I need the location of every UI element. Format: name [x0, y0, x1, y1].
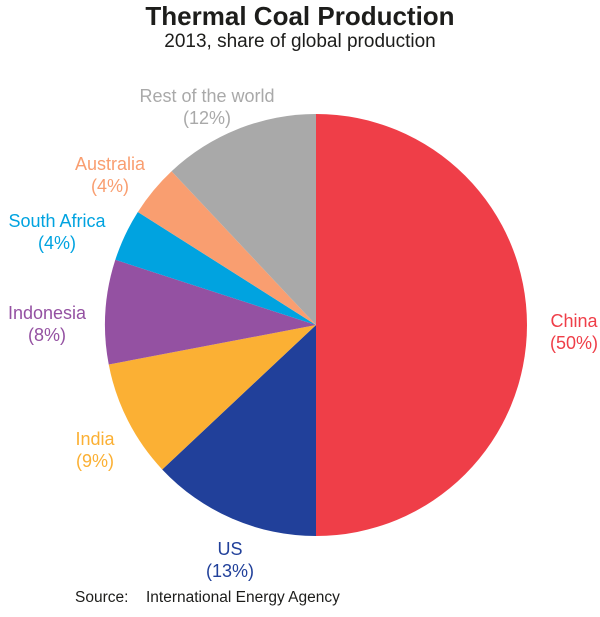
slice-label-percent: (8%)	[27, 325, 67, 345]
pie-slice-us	[162, 325, 316, 536]
slice-label-percent: (50%)	[549, 333, 599, 353]
slice-label-name: China	[550, 311, 598, 331]
pie-slice-indonesia	[105, 259, 317, 365]
pie-slice-rest-of-the-world	[171, 114, 316, 325]
slice-label-name: India	[75, 429, 115, 449]
pie-slice-china	[316, 114, 527, 536]
slice-label-percent: (4%)	[37, 233, 76, 253]
slice-label-name: Australia	[74, 154, 146, 174]
slice-label-percent: (13%)	[205, 561, 255, 581]
source-label: Source:	[75, 589, 129, 606]
pie-slice-south-africa	[115, 211, 316, 325]
slice-label-australia: Australia (4%)	[75, 153, 145, 197]
slice-label-rest-of-the-world: Rest of the world (12%)	[139, 85, 274, 129]
chart-subtitle: 2013, share of global production	[164, 31, 436, 52]
slice-label-china: China (50%)	[550, 310, 598, 354]
slice-label-south-africa: South Africa (4%)	[8, 210, 105, 254]
slice-label-name: Rest of the world	[139, 86, 275, 106]
pie-slice-india	[108, 325, 317, 470]
slice-label-india: India (9%)	[75, 428, 114, 472]
source-line: Source: International Energy Agency	[75, 589, 340, 607]
chart-title: Thermal Coal Production	[145, 1, 455, 31]
slice-label-percent: (12%)	[182, 108, 231, 128]
slice-label-percent: (4%)	[90, 176, 129, 196]
slice-label-us: US (13%)	[206, 538, 254, 582]
slice-label-percent: (9%)	[75, 451, 115, 471]
slice-label-name: Indonesia	[7, 303, 87, 323]
pie-slice-australia	[137, 171, 316, 325]
slice-label-name: South Africa	[8, 211, 106, 231]
source-text: International Energy Agency	[146, 589, 340, 606]
slice-label-name: US	[217, 539, 243, 559]
slice-label-indonesia: Indonesia (8%)	[8, 302, 86, 346]
